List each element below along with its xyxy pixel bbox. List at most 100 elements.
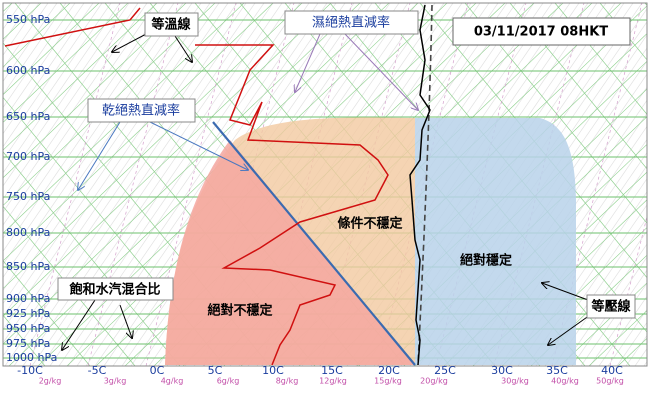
arrow [295,33,321,92]
label-box [586,294,636,319]
arrow [542,283,589,301]
mixing-ratio-label: 30g/kg [501,377,529,386]
dry-adiabat-line [212,121,416,366]
arrow [344,33,418,110]
mixing-ratio-label: 15g/kg [374,377,402,386]
sounding-line [409,4,431,366]
hatch [31,3,283,366]
date-box [452,17,631,46]
temperature-label: 35C [546,364,568,377]
temperature-label: 20C [378,364,400,377]
hatch [76,3,328,366]
hatch [3,3,247,357]
isotherm [3,3,303,290]
pressure-label: 1000 hPa [6,351,57,364]
pressure-label: 975 hPa [6,337,50,350]
hatch [3,3,139,200]
mixing-ratio-label: 8g/kg [276,377,299,386]
isotherm [8,3,390,366]
moist-adiabat-line [417,4,433,366]
pressure-label: 550 hPa [6,13,50,26]
regions [4,4,576,366]
unstable-region [165,140,415,365]
isotherm [3,3,71,68]
hatch [3,3,85,122]
mixing-ratio-line [145,3,237,366]
hatch [3,3,130,187]
temperature-label: 5C [208,364,223,377]
hatch [3,3,184,265]
isotherm [3,3,187,179]
hatch [4,3,256,366]
mixing-ratio-line [87,3,179,366]
arrow [149,121,248,170]
isotherm [3,3,245,234]
isotherm [3,3,158,151]
adiabat [554,3,647,115]
hatch [3,3,67,96]
region-label: 絕對穩定 [460,253,512,269]
adiabat [509,3,647,170]
temperature-label: 10C [262,364,284,377]
region-label: 絕對不穩定 [207,303,272,319]
adiabat [3,205,136,366]
arrow [548,314,591,345]
annotation: 飽和水汽混合比 [68,282,160,298]
region-label: 條件不穩定 [337,216,402,232]
hatch [3,3,193,279]
mixing-ratio-label: 12g/kg [319,377,347,386]
isotherm [3,3,100,96]
mixing-ratio-label: 40g/kg [551,377,579,386]
hatch [3,3,112,161]
hatch [40,3,292,366]
temperature-label: 0C [150,364,165,377]
arrow [112,31,151,52]
annotation: 乾絕熱直減率 [102,103,180,119]
hatch [3,3,202,292]
annotation: 濕絕熱直減率 [312,15,390,31]
temperature-label: 15C [321,364,343,377]
temperature-label: -10C [17,364,43,377]
annotation: 等溫線 [150,17,191,33]
temperature-line [4,7,141,47]
isotherm [3,3,361,345]
hatch [67,3,319,366]
hatch [3,3,121,174]
hatch [3,3,103,148]
arrow [174,35,192,62]
mixing-ratio-label: 3g/kg [104,377,127,386]
pressure-label: 850 hPa [6,260,50,273]
label-boxes: 03/11/2017 08HKT 等溫線 濕絕熱直減率 乾絕熱直減率 飽和水汽混… [57,10,636,319]
pressure-label: 600 hPa [6,64,50,77]
frame [2,2,648,367]
hatch [3,3,76,109]
arrow [62,299,96,350]
hatch [3,3,175,252]
dewpoint-line [195,44,389,366]
isotherm [3,3,216,206]
axis-labels: 550 hPa 600 hPa 650 hPa 700 hPa 750 hPa 800 h… [6,13,624,386]
label-box [57,277,174,301]
adiabat [3,151,181,366]
mixing-ratio-label: 50g/kg [596,377,624,386]
hatch [3,3,157,226]
arrow [78,121,121,190]
mixing-ratio-label: 4g/kg [161,377,184,386]
hatch [598,295,647,366]
date-text: 03/11/2017 08HKT [474,25,608,40]
pressure-label: 700 hPa [6,150,50,163]
pressure-label: 800 hPa [6,226,50,239]
pressure-label: 750 hPa [6,190,50,203]
temperature-label: -5C [88,364,107,377]
temperature-label: 30C [491,364,513,377]
pressure-label: 900 hPa [6,292,50,305]
hatch [3,3,94,135]
temperature-label: 40C [601,364,623,377]
adiabat [464,3,647,224]
hatch [22,3,274,366]
pressure-label: 650 hPa [6,110,50,123]
label-box [87,98,196,123]
label-box [284,10,419,35]
mixing-ratio-line [29,3,121,366]
hatch [3,3,58,83]
